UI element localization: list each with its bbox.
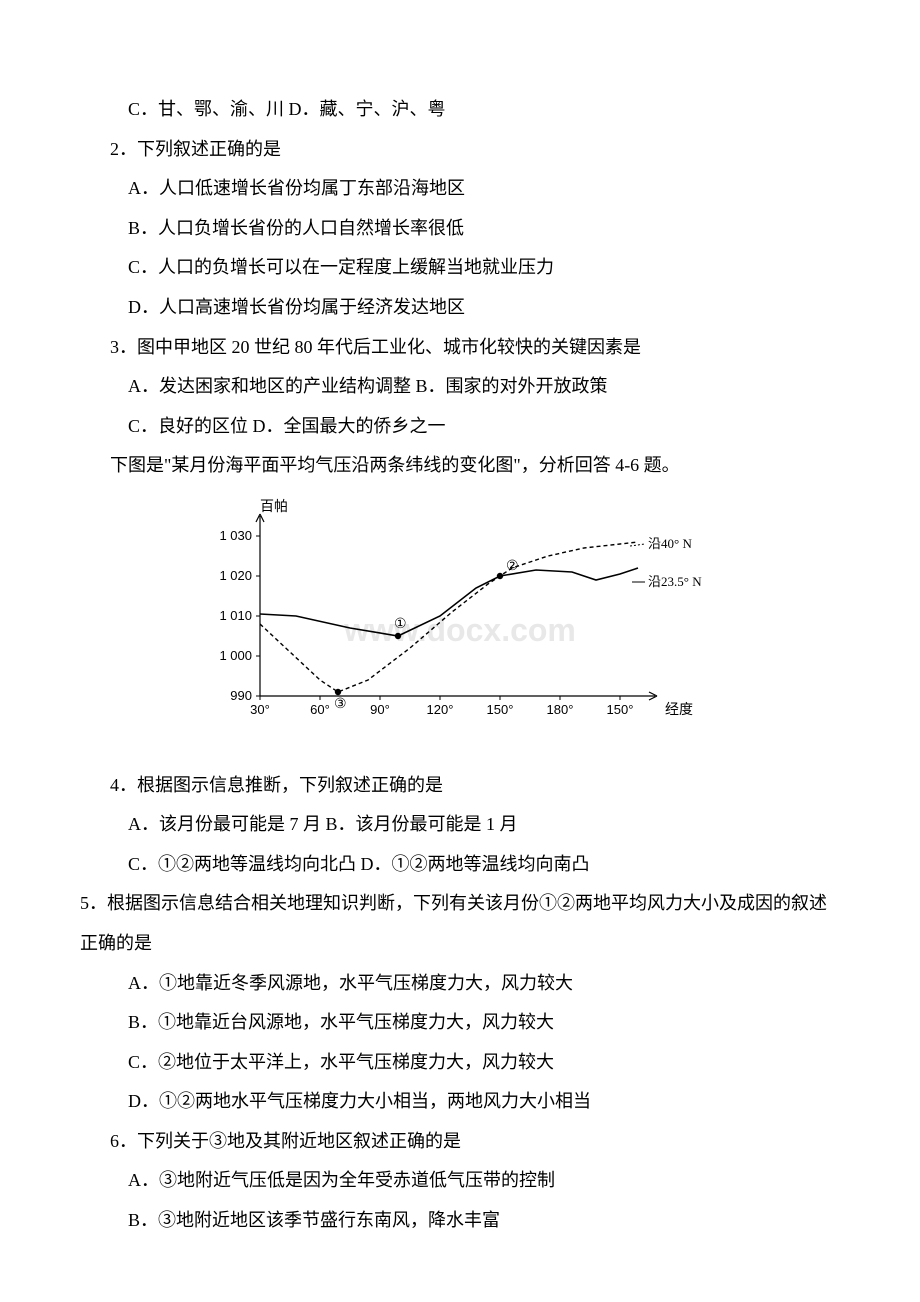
q6-option-b: B．③地附近地区该季节盛行东南风，降水丰富 (128, 1201, 840, 1241)
q3-stem: 3．图中甲地区 20 世纪 80 年代后工业化、城市化较快的关键因素是 (110, 328, 840, 368)
series-235n-label: 沿23.5° N (648, 574, 702, 589)
xtick-label: 30° (250, 702, 270, 717)
q2-option-b: B．人口负增长省份的人口自然增长率很低 (128, 209, 840, 249)
chart-xlabel: 经度 (665, 702, 693, 718)
xtick-label: 90° (370, 702, 390, 717)
marker-3-point (335, 689, 341, 695)
ytick-label: 1 000 (219, 648, 252, 663)
q4-option-cd: C．①②两地等温线均向北凸 D．①②两地等温线均向南凸 (128, 845, 840, 885)
watermark-text: www.docx.com (343, 612, 576, 648)
marker-1-point (395, 633, 401, 639)
q4-option-ab: A．该月份最可能是 7 月 B．该月份最可能是 1 月 (128, 805, 840, 845)
xtick-label: 150° (607, 702, 634, 717)
marker-1-label: ① (394, 617, 407, 632)
q2-option-d: D．人口高速增长省份均属于经济发达地区 (128, 288, 840, 328)
q6-stem: 6．下列关于③地及其附近地区叙述正确的是 (110, 1122, 840, 1162)
q4-stem: 4．根据图示信息推断，下列叙述正确的是 (110, 766, 840, 806)
q2-option-a: A．人口低速增长省份均属丁东部沿海地区 (128, 169, 840, 209)
q3-option-ab: A．发达困家和地区的产业结构调整 B．围家的对外开放政策 (128, 367, 840, 407)
ytick-label: 1 010 (219, 608, 252, 623)
marker-2-point (497, 573, 503, 579)
pressure-chart: www.docx.com 百帕 990 1 000 1 010 1 020 (80, 496, 840, 736)
chart-ylabel: 百帕 (260, 499, 288, 515)
q5-stem: 5．根据图示信息结合相关地理知识判断，下列有关该月份①②两地平均风力大小及成因的… (80, 884, 840, 963)
q5-option-c: C．②地位于太平洋上，水平气压梯度力大，风力较大 (128, 1043, 840, 1083)
q1-option-cd: C．甘、鄂、渝、川 D．藏、宁、沪、粤 (128, 90, 840, 130)
chart-yticks: 990 1 000 1 010 1 020 1 030 (219, 528, 260, 703)
marker-2-label: ② (506, 559, 519, 574)
label-pointer (630, 544, 645, 546)
q5-option-a: A．①地靠近冬季风源地，水平气压梯度力大，风力较大 (128, 964, 840, 1004)
xtick-label: 120° (427, 702, 454, 717)
marker-3-label: ③ (334, 697, 347, 712)
figure-intro: 下图是"某月份海平面平均气压沿两条纬线的变化图"，分析回答 4-6 题。 (110, 446, 840, 486)
ytick-label: 1 030 (219, 528, 252, 543)
q5-option-b: B．①地靠近台风源地，水平气压梯度力大，风力较大 (128, 1003, 840, 1043)
chart-axes (256, 514, 657, 700)
xtick-label: 60° (310, 702, 330, 717)
q3-option-cd: C．良好的区位 D．全国最大的侨乡之一 (128, 407, 840, 447)
q2-option-c: C．人口的负增长可以在一定程度上缓解当地就业压力 (128, 248, 840, 288)
chart-svg: www.docx.com 百帕 990 1 000 1 010 1 020 (200, 496, 720, 721)
xtick-label: 150° (487, 702, 514, 717)
ytick-label: 990 (230, 688, 252, 703)
q6-option-a: A．③地附近气压低是因为全年受赤道低气压带的控制 (128, 1161, 840, 1201)
q2-stem: 2．下列叙述正确的是 (110, 130, 840, 170)
ytick-label: 1 020 (219, 568, 252, 583)
xtick-label: 180° (547, 702, 574, 717)
chart-xticks: 30° 60° 90° 120° 150° 180° 150° (250, 696, 633, 717)
q5-option-d: D．①②两地水平气压梯度力大小相当，两地风力大小相当 (128, 1082, 840, 1122)
series-40n-label: 沿40° N (648, 536, 692, 551)
